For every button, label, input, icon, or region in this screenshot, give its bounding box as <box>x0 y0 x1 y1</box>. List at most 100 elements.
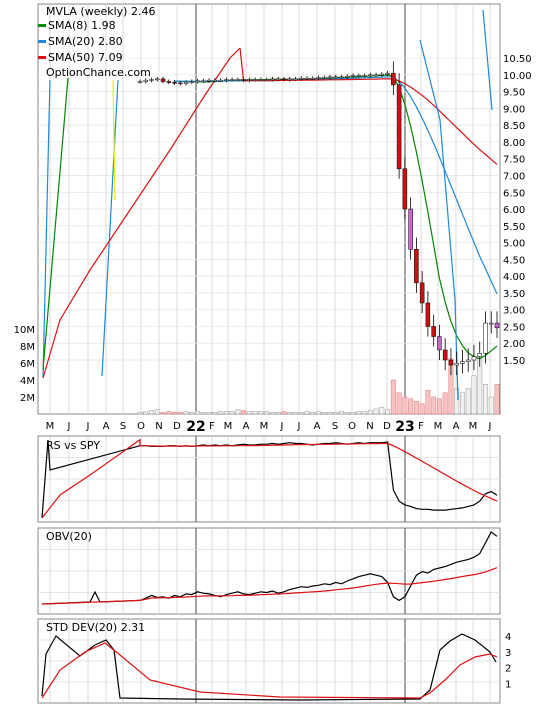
candle-body <box>471 356 477 361</box>
price-tick-label: 5.50 <box>503 222 525 233</box>
volume-bar <box>436 398 442 415</box>
volume-bar <box>419 403 425 415</box>
rs-grid <box>38 436 500 522</box>
volume-bar <box>356 411 362 415</box>
volume-bar <box>362 411 368 415</box>
price-tick-label: 7.50 <box>503 155 525 166</box>
volume-bar <box>431 396 437 415</box>
volume-bar <box>149 410 154 415</box>
volume-bar <box>218 411 224 415</box>
legend-swatch-sma50 <box>38 56 46 59</box>
sma50-line <box>239 47 498 165</box>
candle-body <box>396 84 402 170</box>
volume-bar <box>385 409 391 415</box>
price-tick-label: 6.50 <box>503 188 525 199</box>
stddev-tick-label: 4 <box>505 632 511 643</box>
candle-body <box>448 359 454 366</box>
x-tick-label: J <box>86 421 90 432</box>
price-tick-label: 5.00 <box>503 239 525 250</box>
x-tick-label: D <box>173 421 181 432</box>
x-tick-label: A <box>243 421 250 432</box>
candle-body <box>298 77 304 80</box>
candle-body <box>166 81 172 83</box>
price-tick-label: 2.50 <box>503 322 525 333</box>
sma20-line <box>42 79 51 379</box>
volume-bar <box>154 409 160 415</box>
volume-bar <box>483 384 488 415</box>
volume-bar <box>212 412 218 415</box>
x-tick-label: A <box>103 421 110 432</box>
volume-bar <box>373 408 379 415</box>
candle-body <box>465 359 471 362</box>
candle-body <box>316 77 321 79</box>
volume-bar <box>339 411 344 415</box>
candle-body <box>488 322 494 325</box>
volume-bar <box>460 392 465 415</box>
volume-bar <box>172 412 177 415</box>
rs-ma-line <box>41 438 498 519</box>
candle-body <box>483 322 488 354</box>
x-tick-label: M <box>260 421 269 432</box>
candle-body <box>494 322 500 329</box>
volume-bar <box>408 398 414 415</box>
volume-bar <box>200 412 206 415</box>
candle-body <box>201 80 206 83</box>
rs-panel: RS vs SPY <box>37 435 501 523</box>
candle-body <box>281 78 287 81</box>
obv-panel: OBV(20) <box>37 527 501 615</box>
x-tick-label: M <box>434 421 443 432</box>
candle-body <box>442 349 448 361</box>
candle-body <box>460 361 465 364</box>
volume-bar <box>333 412 339 415</box>
candle-body <box>183 81 189 84</box>
x-axis-labels: M J J A S O N D 22 F M A M J J A S O N D 23 F M A M J <box>46 419 492 435</box>
candle-body <box>149 79 154 81</box>
volume-bar <box>246 411 252 415</box>
rs-lines <box>41 438 498 519</box>
volume-bars <box>137 358 500 415</box>
x-tick-label: A <box>453 421 460 432</box>
stddev-tick-label: 3 <box>505 648 511 659</box>
candle-body <box>477 353 482 357</box>
volume-bar <box>281 411 287 415</box>
stddev-grid <box>38 619 500 703</box>
candle-body <box>408 208 413 250</box>
volume-tick-label: 10M <box>14 325 35 336</box>
legend: MVLA (weekly) 2.46 SMA(8) 1.98 SMA(20) 2… <box>38 5 155 79</box>
x-tick-label: M <box>469 421 478 432</box>
obv-title: OBV(20) <box>46 530 92 543</box>
candle-body <box>362 75 367 77</box>
chart-title: MVLA (weekly) 2.46 <box>46 5 155 18</box>
x-tick-label: J <box>297 421 301 432</box>
sma8-line <box>42 77 69 371</box>
price-tick-label: 1.50 <box>503 356 525 367</box>
candle-body <box>304 77 310 80</box>
price-tick-label: 8.50 <box>503 121 525 132</box>
candle-body <box>431 326 436 337</box>
legend-sma8: SMA(8) 1.98 <box>48 19 116 32</box>
candle-body <box>252 79 258 81</box>
volume-bar <box>465 388 471 415</box>
price-tick-label: 2.00 <box>503 339 525 350</box>
sma20-line <box>101 79 119 377</box>
x-tick-label: M <box>224 421 233 432</box>
candle-body <box>402 168 408 210</box>
x-tick-label: M <box>46 421 55 432</box>
x-tick-label: J <box>488 421 492 432</box>
sma20-line <box>419 39 459 401</box>
candle-body <box>368 74 373 77</box>
volume-bar <box>275 412 281 415</box>
candle-body <box>264 79 269 81</box>
volume-bar <box>258 411 264 415</box>
price-tick-label: 10.50 <box>503 54 532 65</box>
x-tick-label: D <box>383 421 391 432</box>
x-tick-label: O <box>348 421 356 432</box>
x-tick-label: N <box>366 421 373 432</box>
stddev-tick-label: 1 <box>505 679 511 690</box>
price-axis-ticks: 10.50 10.00 9.50 9.00 8.50 8.00 7.50 7.00 6.50 6.… <box>503 54 532 367</box>
price-tick-label: 3.00 <box>503 306 525 317</box>
volume-bar <box>304 411 310 415</box>
candle-body <box>224 79 229 81</box>
candle-body <box>258 79 264 81</box>
